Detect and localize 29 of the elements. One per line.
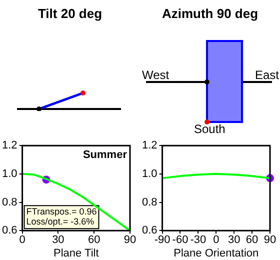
x-tick-label: 90	[264, 234, 276, 246]
y-tick-label: 1.0	[2, 168, 18, 180]
text: Tilt 20 deg	[36, 6, 104, 21]
x-tick-label: 60	[246, 234, 258, 246]
x-tick-label: -90	[154, 234, 170, 246]
x-tick-label: 90	[124, 234, 136, 246]
x-tick-label: 60	[88, 234, 100, 246]
y-tick-label: 1.2	[2, 140, 18, 152]
x-axis-title: Plane Orientation	[174, 247, 259, 260]
y-tick-label: 0.8	[2, 196, 18, 208]
text: South	[194, 122, 226, 136]
y-tick-label: 1.0	[142, 168, 158, 180]
y-tick-label: 0.6	[142, 224, 158, 237]
x-axis-title: Plane Tilt	[54, 247, 99, 260]
y-tick-label: 1.2	[142, 140, 158, 152]
x-tick-label: 0	[19, 234, 26, 246]
text: East	[254, 68, 279, 82]
x-tick-label: -30	[190, 234, 206, 246]
x-tick-label: -60	[172, 234, 188, 246]
annotation: Summer	[82, 149, 128, 162]
y-tick-label: 0.8	[142, 196, 158, 208]
x-tick-label: 0	[213, 234, 220, 246]
annotation: Loss/opt.= -3.6%	[26, 216, 94, 227]
y-tick-label: 0.6	[2, 224, 18, 237]
x-tick-label: 30	[228, 234, 240, 246]
text: Azimuth 90 deg	[160, 6, 260, 21]
text: West	[142, 68, 170, 82]
annotation: FTranspos.= 0.96	[26, 206, 97, 217]
x-tick-label: 30	[52, 234, 64, 246]
